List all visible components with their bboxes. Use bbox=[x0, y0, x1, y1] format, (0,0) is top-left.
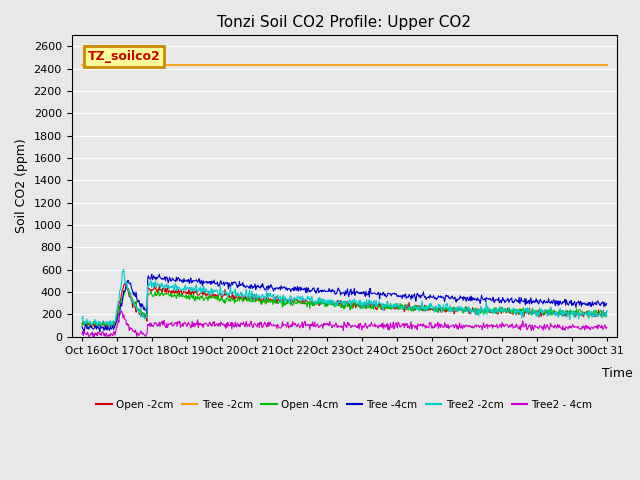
X-axis label: Time: Time bbox=[602, 367, 632, 380]
Legend: Open -2cm, Tree -2cm, Open -4cm, Tree -4cm, Tree2 -2cm, Tree2 - 4cm: Open -2cm, Tree -2cm, Open -4cm, Tree -4… bbox=[92, 396, 596, 414]
Title: Tonzi Soil CO2 Profile: Upper CO2: Tonzi Soil CO2 Profile: Upper CO2 bbox=[218, 15, 472, 30]
Text: TZ_soilco2: TZ_soilco2 bbox=[88, 50, 161, 63]
Y-axis label: Soil CO2 (ppm): Soil CO2 (ppm) bbox=[15, 139, 28, 233]
